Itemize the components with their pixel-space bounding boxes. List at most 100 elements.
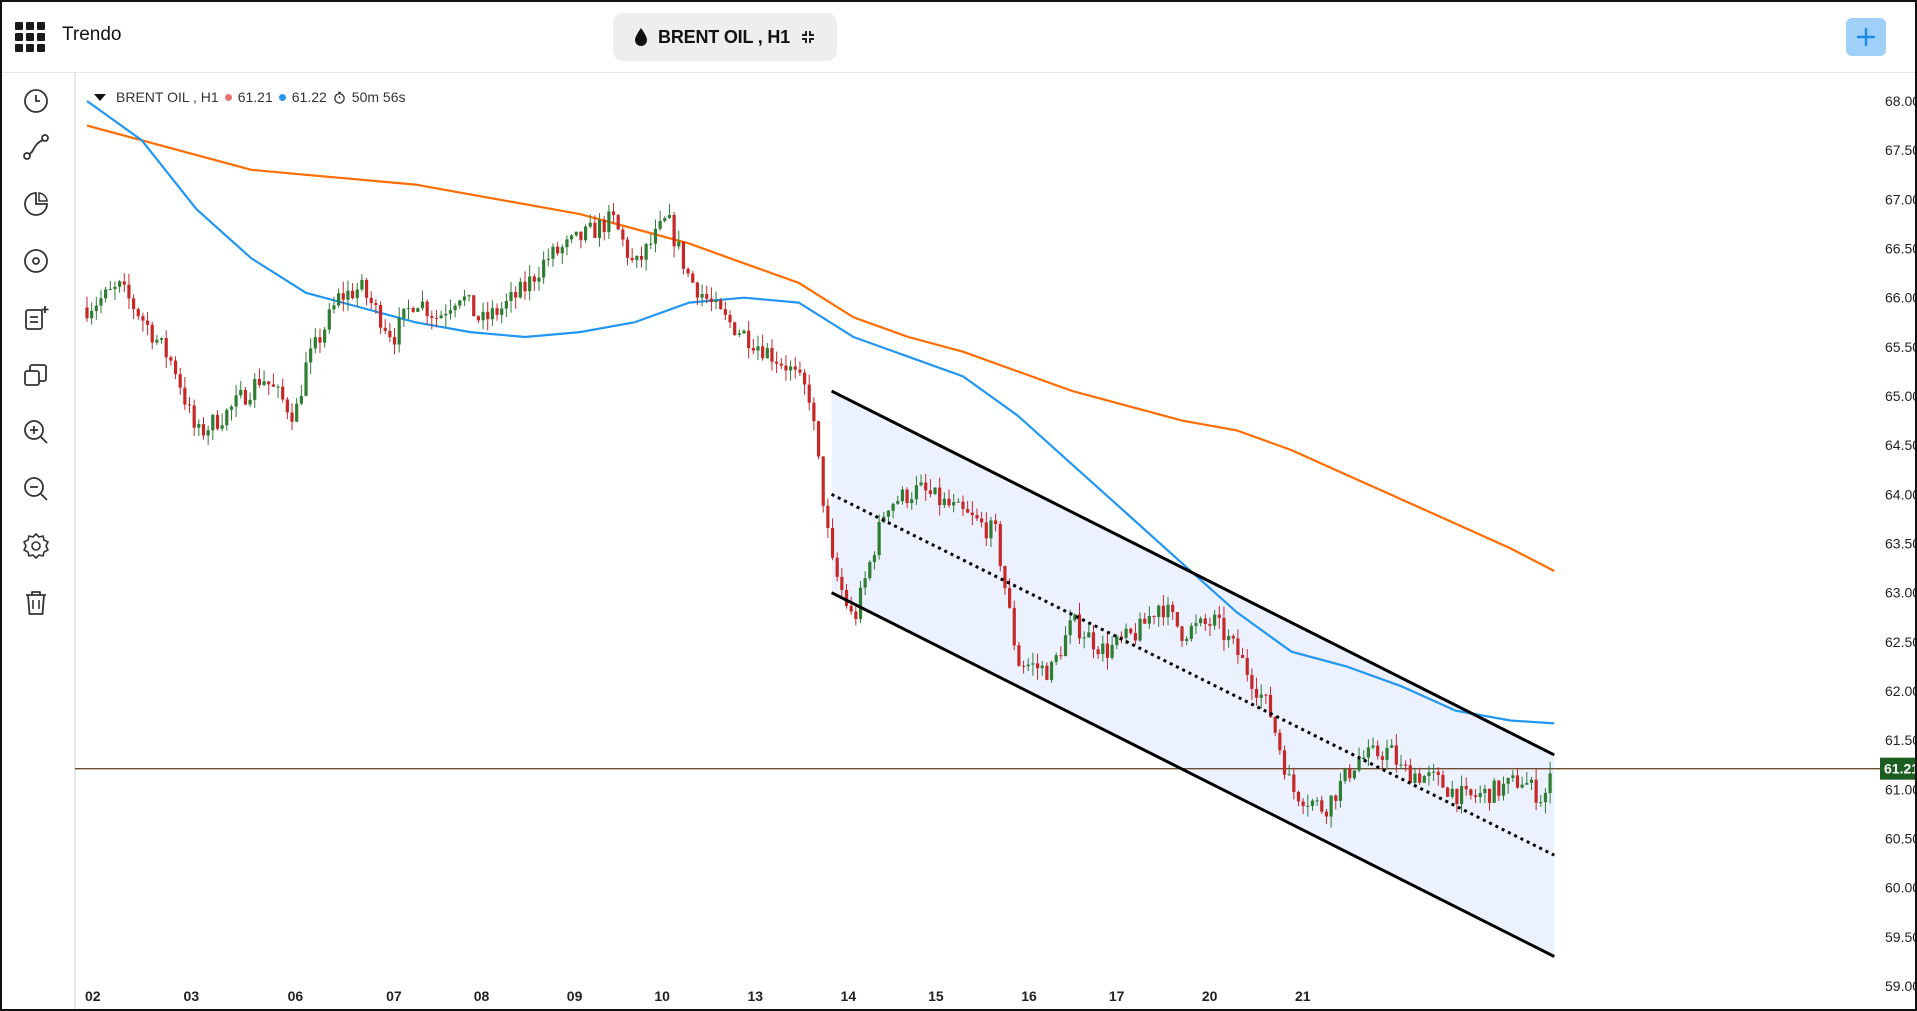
price-tick-label: 63.50 <box>1885 536 1915 552</box>
trash-icon[interactable] <box>20 587 52 619</box>
pie-chart-icon[interactable] <box>20 188 52 220</box>
candle-body <box>1063 635 1068 657</box>
candle-body <box>295 403 299 422</box>
candle-body <box>798 369 802 373</box>
candle-body <box>1357 759 1361 771</box>
candle-body <box>616 215 620 230</box>
add-button[interactable] <box>1846 18 1886 56</box>
candle-body <box>1469 789 1473 796</box>
drawing-toolbar <box>2 73 75 1009</box>
price-tick-label: 59.00 <box>1885 978 1915 994</box>
candle-body <box>1548 773 1552 793</box>
price-tick-label: 62.00 <box>1885 683 1915 699</box>
settings-icon[interactable] <box>20 530 52 562</box>
candle-body <box>914 485 919 500</box>
candle-body <box>1035 663 1040 669</box>
candle-body <box>1124 628 1128 638</box>
candle-body <box>854 611 858 620</box>
candle-body <box>942 498 946 506</box>
candle-body <box>1091 632 1096 650</box>
candle-body <box>1236 638 1240 656</box>
candle-body <box>1119 636 1124 638</box>
candle-body <box>1301 801 1305 807</box>
candle-body <box>1296 791 1301 802</box>
candle-body <box>695 282 700 298</box>
time-tick-label: 21 <box>1295 988 1311 1004</box>
candle-body <box>127 284 131 299</box>
copy-icon[interactable] <box>20 359 52 391</box>
candle-body <box>751 347 755 351</box>
candle-body <box>630 257 634 261</box>
candle-body <box>1231 636 1235 639</box>
candle-body <box>1245 657 1249 675</box>
zoom-in-icon[interactable] <box>20 416 52 448</box>
candle-body <box>211 414 215 431</box>
candle-body <box>1101 643 1105 655</box>
price-tick-label: 60.50 <box>1885 831 1915 847</box>
ma-slow-line <box>86 124 1555 572</box>
candle-body <box>1161 605 1165 618</box>
candle-body <box>183 387 187 405</box>
candle-body <box>416 308 420 312</box>
candle-body <box>1329 795 1333 817</box>
candle-body <box>201 424 206 436</box>
channel-lower-line <box>830 591 1555 958</box>
candle-body <box>1324 811 1329 817</box>
add-note-icon[interactable] <box>20 302 52 334</box>
time-tick-label: 09 <box>567 988 583 1004</box>
candle-body <box>1026 664 1030 667</box>
candle-body <box>1166 604 1170 618</box>
candle-body <box>145 320 150 325</box>
candle-body <box>938 487 942 506</box>
candle-body <box>1147 616 1151 624</box>
collapse-legend-icon[interactable] <box>94 93 106 101</box>
candle-body <box>1422 775 1426 783</box>
candle-body <box>947 498 951 506</box>
candle-body <box>281 386 285 400</box>
zoom-out-icon[interactable] <box>20 473 52 505</box>
target-icon[interactable] <box>20 245 52 277</box>
apps-grid-icon[interactable] <box>15 22 45 52</box>
candle-body <box>877 522 881 556</box>
candle-body <box>1511 775 1515 778</box>
candle-body <box>998 524 1002 567</box>
candle-body <box>1464 785 1468 790</box>
collapse-icon[interactable] <box>800 29 816 45</box>
candle-body <box>337 293 341 306</box>
candle-body <box>169 357 173 361</box>
draw-line-icon[interactable] <box>20 131 52 163</box>
candle-body <box>518 281 522 298</box>
candle-body <box>448 310 453 314</box>
candle-body <box>700 294 704 298</box>
candle-body <box>150 324 154 343</box>
candle-body <box>458 300 462 306</box>
candle-body <box>835 557 839 577</box>
candle-body <box>514 292 518 298</box>
candle-body <box>733 322 737 335</box>
price-chart[interactable]: 68.00 67.50 67.00 66.50 66.00 65.50 65.00 64.50… <box>75 73 1915 1009</box>
candle-body <box>248 399 252 405</box>
chart-legend: BRENT OIL , H1 61.21 61.22 50m 56s <box>94 89 406 105</box>
candle-body <box>1362 757 1366 760</box>
candle-body <box>355 289 359 298</box>
price-tick-label: 64.00 <box>1885 486 1915 502</box>
candle-body <box>593 222 597 238</box>
candle-body <box>970 512 974 516</box>
symbol-selector[interactable]: BRENT OIL , H1 <box>613 13 837 61</box>
candle-body <box>844 589 849 606</box>
clock-icon[interactable] <box>20 85 52 117</box>
candle-body <box>1399 764 1403 766</box>
candle-body <box>318 337 322 343</box>
time-tick-label: 14 <box>841 988 857 1004</box>
candle-body <box>812 402 816 422</box>
candle-body <box>1040 665 1044 669</box>
candle-body <box>1077 614 1082 639</box>
candle-body <box>187 404 192 406</box>
time-tick-label: 08 <box>474 988 490 1004</box>
price-tick-label: 65.50 <box>1885 339 1915 355</box>
candle-body <box>779 363 783 366</box>
candle-body <box>1385 747 1389 760</box>
candle-body <box>1250 674 1254 689</box>
candle-body <box>1520 784 1524 788</box>
candle-body <box>546 258 550 260</box>
